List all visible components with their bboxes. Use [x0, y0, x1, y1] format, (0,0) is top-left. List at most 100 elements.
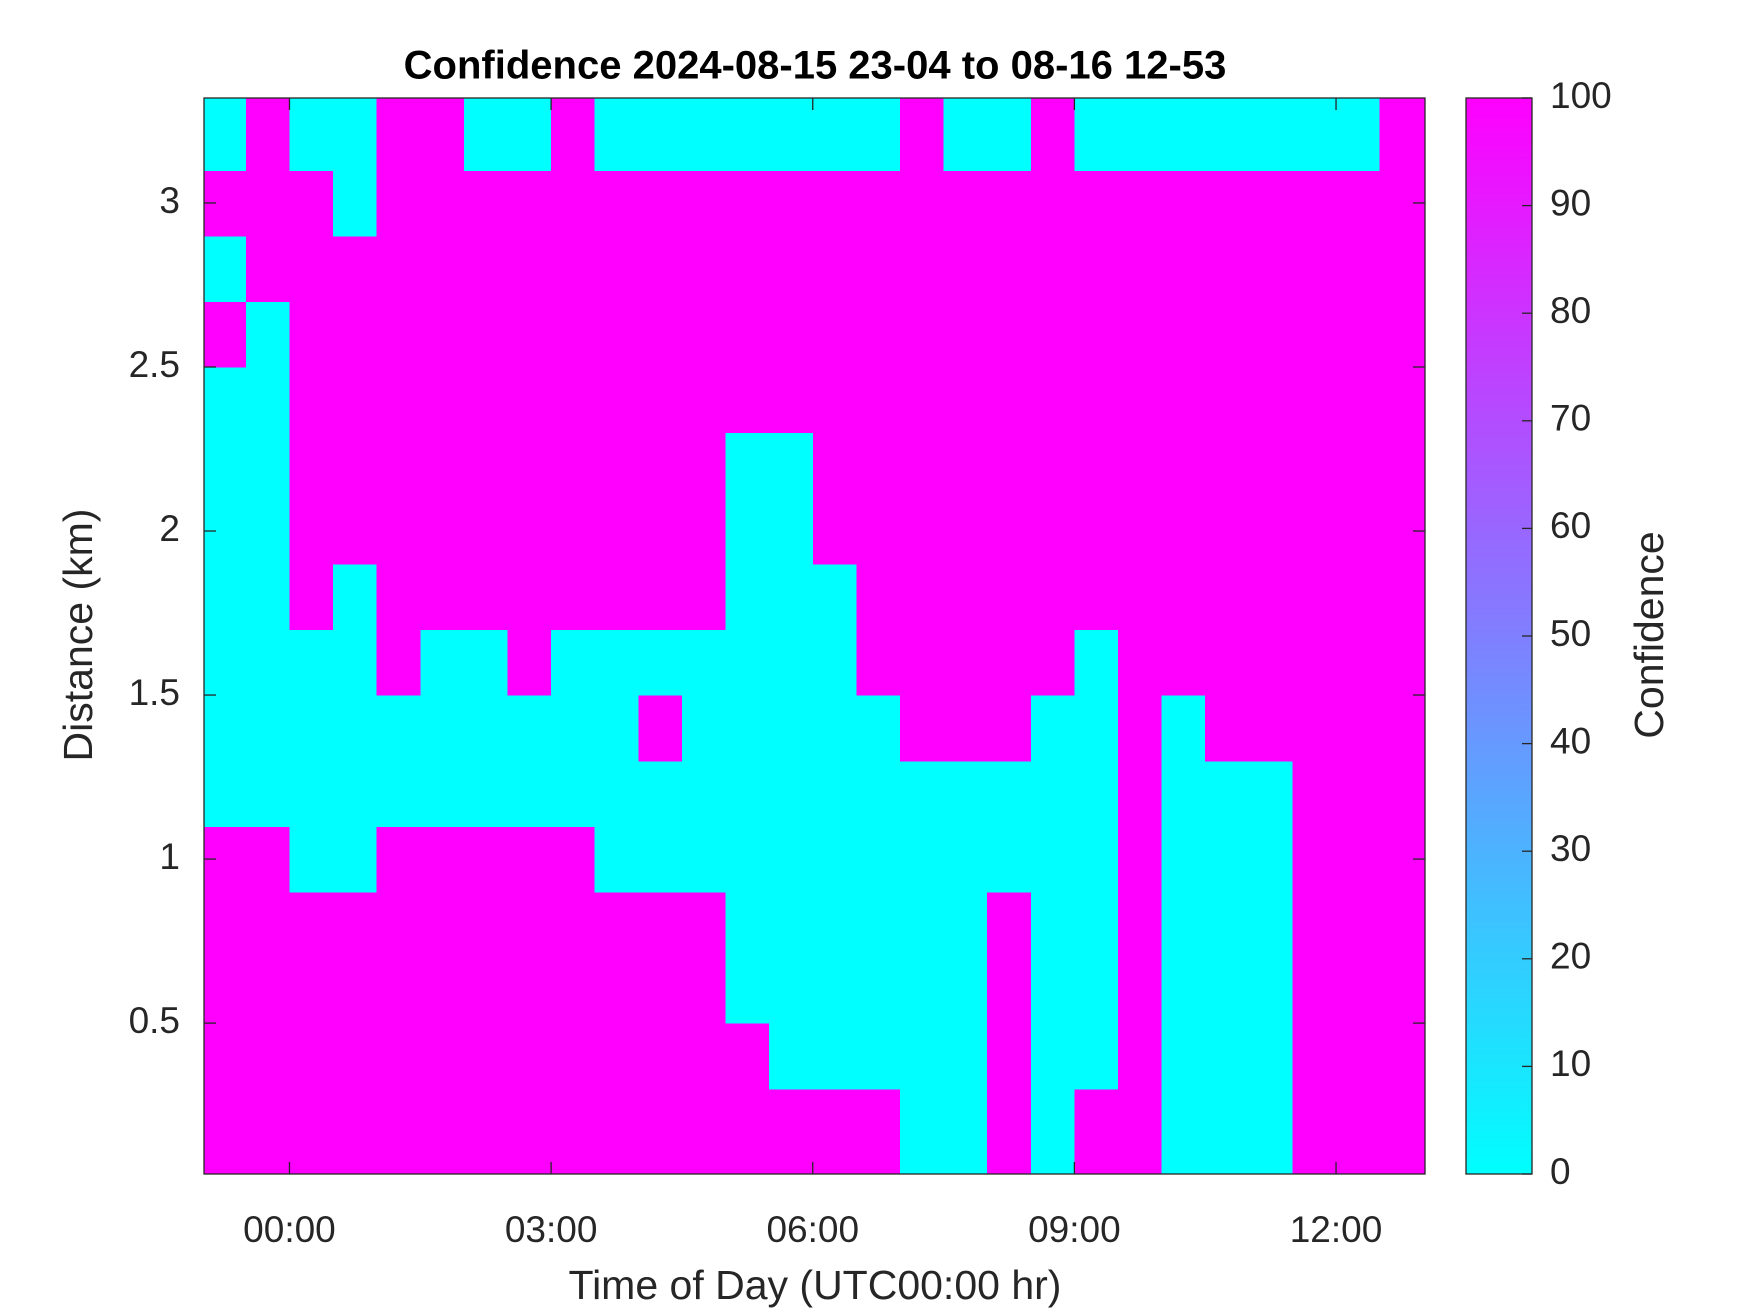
- colorbar-tick-label: 80: [1550, 290, 1591, 331]
- heatmap-cell: [812, 235, 857, 302]
- heatmap-cell: [769, 1023, 814, 1090]
- heatmap-cell: [289, 98, 334, 171]
- heatmap-cell: [204, 1088, 247, 1175]
- heatmap-cell: [289, 235, 334, 302]
- heatmap-cell: [681, 98, 727, 171]
- heatmap-cell: [1118, 629, 1163, 696]
- heatmap-cell: [856, 760, 901, 827]
- heatmap-cell: [420, 1088, 465, 1175]
- heatmap-cell: [1161, 957, 1206, 1024]
- heatmap-cell: [551, 826, 596, 893]
- heatmap-cell: [1118, 170, 1163, 237]
- heatmap-cell: [769, 891, 814, 959]
- heatmap-cell: [1161, 98, 1206, 171]
- heatmap-cell: [1248, 1088, 1294, 1175]
- x-axis-label: Time of Day (UTC00:00 hr): [569, 1262, 1062, 1308]
- heatmap-cell: [1161, 695, 1206, 762]
- heatmap-cell: [245, 432, 291, 499]
- heatmap-cell: [463, 1023, 509, 1090]
- heatmap-cell: [551, 891, 596, 959]
- heatmap-cell: [420, 826, 465, 893]
- heatmap-cell: [1161, 826, 1206, 893]
- heatmap-cell: [987, 235, 1032, 302]
- heatmap-cell: [987, 98, 1032, 171]
- heatmap-cell: [463, 98, 509, 171]
- heatmap-cell: [1118, 367, 1163, 434]
- heatmap-cell: [1074, 301, 1119, 368]
- heatmap-cell: [1205, 432, 1250, 499]
- heatmap-cell: [1292, 1088, 1337, 1175]
- heatmap-cell: [856, 301, 901, 368]
- heatmap-cell: [1205, 563, 1250, 631]
- heatmap-cell: [376, 98, 421, 171]
- heatmap-cell: [725, 235, 770, 302]
- heatmap-cell: [1074, 235, 1119, 302]
- heatmap-cell: [333, 695, 378, 762]
- heatmap-cell: [420, 891, 465, 959]
- heatmap-cell: [507, 563, 552, 631]
- heatmap-cell: [1118, 235, 1163, 302]
- heatmap-cell: [376, 1088, 421, 1175]
- x-tick-label: 12:00: [1290, 1209, 1383, 1250]
- heatmap-cell: [943, 957, 988, 1024]
- heatmap-cell: [1161, 563, 1206, 631]
- heatmap-cell: [1379, 1023, 1426, 1090]
- heatmap-cell: [943, 695, 988, 762]
- heatmap-cell: [333, 563, 378, 631]
- heatmap-cell: [856, 629, 901, 696]
- heatmap-cell: [1030, 957, 1075, 1024]
- heatmap-cell: [1205, 629, 1250, 696]
- heatmap-cell: [1248, 957, 1294, 1024]
- heatmap-cell: [725, 957, 770, 1024]
- heatmap-cell: [1248, 695, 1294, 762]
- heatmap-cell: [463, 301, 509, 368]
- heatmap-cell: [1205, 367, 1250, 434]
- heatmap-cell: [507, 498, 552, 565]
- heatmap-cell: [812, 498, 857, 565]
- heatmap-cell: [725, 629, 770, 696]
- heatmap-cell: [1074, 498, 1119, 565]
- heatmap-cell: [1030, 1088, 1075, 1175]
- heatmap-cell: [1336, 1023, 1381, 1090]
- x-tick-label: 06:00: [766, 1209, 859, 1250]
- heatmap-cell: [1118, 957, 1163, 1024]
- heatmap-cell: [1074, 760, 1119, 827]
- heatmap-cell: [1379, 760, 1426, 827]
- heatmap-cell: [1161, 629, 1206, 696]
- heatmap-cell: [376, 760, 421, 827]
- heatmap-cell: [463, 563, 509, 631]
- heatmap-cell: [594, 563, 639, 631]
- colorbar-tick-label: 70: [1550, 398, 1591, 439]
- y-tick-label: 2: [159, 508, 180, 549]
- heatmap-cell: [1292, 826, 1337, 893]
- heatmap-cell: [245, 1023, 291, 1090]
- heatmap-cell: [463, 760, 509, 827]
- y-tick-label: 1: [159, 836, 180, 877]
- heatmap-cell: [1336, 301, 1381, 368]
- heatmap-cell: [289, 432, 334, 499]
- heatmap-cell: [638, 1023, 683, 1090]
- heatmap-cell: [463, 367, 509, 434]
- heatmap-cell: [1336, 629, 1381, 696]
- heatmap-cell: [594, 432, 639, 499]
- heatmap-cell: [420, 957, 465, 1024]
- heatmap-cell: [204, 301, 247, 368]
- heatmap-cell: [245, 563, 291, 631]
- heatmap-cell: [725, 695, 770, 762]
- heatmap-cell: [725, 367, 770, 434]
- heatmap-cell: [638, 695, 683, 762]
- heatmap-cell: [245, 826, 291, 893]
- heatmap-cell: [551, 170, 596, 237]
- heatmap-cell: [507, 629, 552, 696]
- heatmap-cell: [725, 1023, 770, 1090]
- heatmap-cell: [1161, 891, 1206, 959]
- heatmap-cell: [376, 629, 421, 696]
- heatmap-cell: [376, 1023, 421, 1090]
- heatmap-cell: [1379, 957, 1426, 1024]
- heatmap-cell: [987, 563, 1032, 631]
- colorbar-tick-label: 30: [1550, 828, 1591, 869]
- heatmap-cell: [812, 891, 857, 959]
- heatmap-cell: [1336, 367, 1381, 434]
- heatmap-cell: [333, 760, 378, 827]
